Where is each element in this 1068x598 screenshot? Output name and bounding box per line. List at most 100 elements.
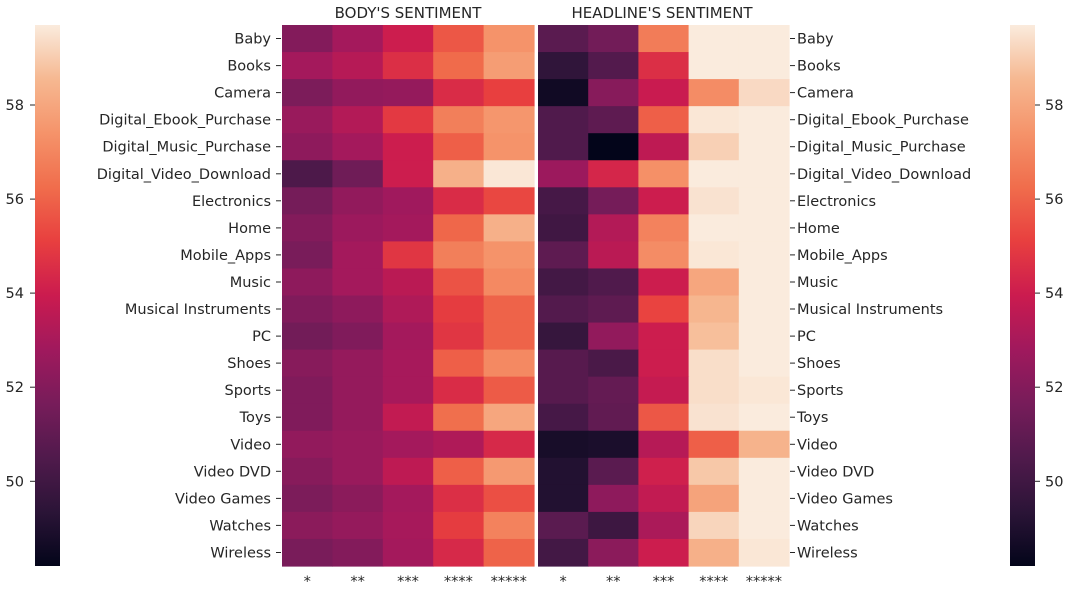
row-label: Video DVD [797, 464, 874, 480]
heatmap-cell [382, 133, 434, 161]
row-label: Video DVD [194, 464, 271, 480]
heatmap-cell [382, 376, 434, 405]
heatmap-cell [433, 79, 485, 107]
heatmap-cell [538, 106, 589, 134]
heatmap-cell [332, 376, 384, 405]
heatmap-cell [282, 376, 333, 405]
heatmap-cell [638, 484, 690, 513]
colorbar-left-gradient [35, 25, 60, 566]
heatmap-cell [282, 241, 333, 270]
heatmap-cell [738, 79, 790, 107]
row-label: Digital_Video_Download [97, 167, 271, 183]
heatmap-cell [433, 349, 485, 378]
heatmap-cell [382, 457, 434, 486]
row-label: Home [797, 221, 840, 237]
heatmap-cell [638, 322, 690, 351]
heatmap-cell [538, 268, 589, 297]
heatmap-cell [638, 268, 690, 297]
row-label: Wireless [797, 546, 858, 562]
row-label: PC [797, 329, 816, 345]
row-label: Digital_Music_Purchase [102, 140, 271, 156]
heatmap-cell [332, 430, 384, 459]
heatmap-cell [688, 376, 740, 405]
heatmap-cell [483, 52, 535, 80]
heatmap-cell [538, 241, 589, 270]
row-labels-left: Baby Books Camera Digital_Ebook_Purchase Dig… [97, 32, 281, 562]
heatmap-cell [588, 403, 639, 432]
heatmap-cell [433, 52, 485, 80]
heatmap-cell [282, 511, 333, 540]
heatmap-cell [332, 403, 384, 432]
heatmap-cell [433, 133, 485, 161]
heatmap-cell [433, 457, 485, 486]
heatmap-cell [332, 133, 384, 161]
heatmap-cell [483, 457, 535, 486]
heatmap-cell [588, 160, 639, 188]
heatmap-cell [688, 538, 740, 567]
heatmap-cell [382, 187, 434, 215]
heatmap-cell [638, 349, 690, 378]
heatmap-cell [538, 79, 589, 107]
row-label: Shoes [227, 356, 271, 372]
row-label: Watches [797, 518, 859, 534]
heatmap-cell [382, 430, 434, 459]
heatmap-cell [332, 484, 384, 513]
heatmap-cell [688, 295, 740, 324]
heatmap-cell [738, 511, 790, 540]
heatmap-cell [738, 322, 790, 351]
body-sentiment-heatmap [282, 25, 535, 567]
heatmap-cell [282, 484, 333, 513]
row-label: Video Games [175, 491, 271, 507]
row-label: Video Games [797, 491, 893, 507]
row-label: Watches [209, 518, 271, 534]
heatmap-cell [282, 79, 333, 107]
heatmap-cell [588, 295, 639, 324]
heatmap-cell [282, 268, 333, 297]
heatmap-cell [638, 133, 690, 161]
heatmap-cell [483, 106, 535, 134]
heatmap-cell [588, 133, 639, 161]
heatmap-cell [538, 484, 589, 513]
heatmap-cell [688, 511, 740, 540]
heatmap-cell [688, 241, 740, 270]
heatmap-cell [588, 25, 639, 53]
heatmap-cell [738, 133, 790, 161]
colorbar-tick-label: 50 [1045, 474, 1063, 490]
colorbar-tick-label: 58 [6, 98, 24, 114]
column-label: **** [444, 574, 473, 590]
heatmap-cell [433, 484, 485, 513]
heatmap-cell [638, 25, 690, 53]
heatmap-cell [483, 538, 535, 567]
heatmap-cell [483, 430, 535, 459]
colorbar-tick-label: 52 [6, 380, 24, 396]
colorbar-tick-label: 54 [6, 286, 24, 302]
heatmap-cell [382, 241, 434, 270]
row-label: Musical Instruments [797, 302, 943, 318]
heatmap-cell [538, 214, 589, 242]
heatmap-cell [332, 538, 384, 567]
heatmap-cell [483, 241, 535, 270]
heatmap-cell [638, 430, 690, 459]
heatmap-cell [588, 322, 639, 351]
panel-title-headline: HEADLINE'S SENTIMENT [571, 4, 753, 22]
column-label: * [559, 574, 566, 590]
heatmap-cell [688, 322, 740, 351]
row-label: Camera [797, 86, 854, 102]
heatmap-cell [382, 484, 434, 513]
heatmap-cell [588, 79, 639, 107]
heatmap-cell [282, 106, 333, 134]
heatmap-cell [382, 538, 434, 567]
heatmap-cell [638, 52, 690, 80]
row-label: Baby [797, 32, 834, 48]
heatmap-cell [382, 295, 434, 324]
heatmap-cell [738, 295, 790, 324]
heatmap-cell [588, 241, 639, 270]
heatmap-cell [483, 133, 535, 161]
heatmap-cell [538, 349, 589, 378]
heatmap-cell [688, 133, 740, 161]
heatmap-cell [688, 52, 740, 80]
heatmap-cell [738, 538, 790, 567]
heatmap-cell [332, 241, 384, 270]
heatmap-cell [538, 322, 589, 351]
row-label: Shoes [797, 356, 841, 372]
